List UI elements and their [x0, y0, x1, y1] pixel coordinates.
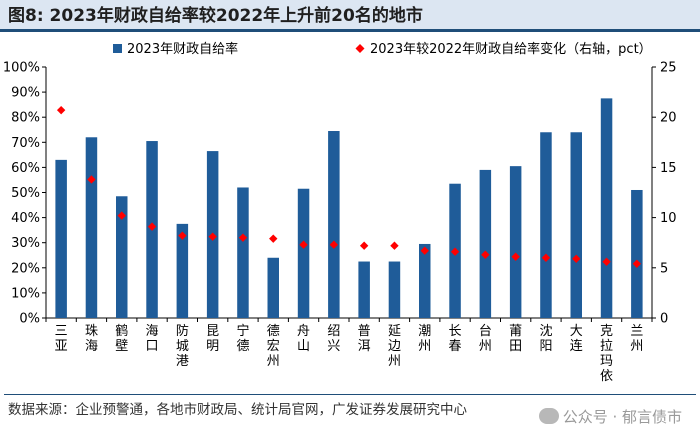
x-tick-label: 德宏州 [267, 324, 280, 369]
marker [269, 234, 278, 243]
x-tick-label: 兰州 [630, 324, 643, 354]
marker-series [56, 105, 642, 268]
marker [481, 250, 490, 259]
bar [85, 137, 98, 318]
x-tick-label: 长春 [449, 324, 462, 354]
footer-rule [4, 394, 696, 395]
left-tick-label: 20% [11, 261, 40, 276]
left-tick-label: 10% [11, 286, 40, 301]
marker [117, 211, 126, 220]
x-tick-label: 普洱 [358, 324, 371, 354]
left-tick-label: 70% [11, 136, 40, 151]
marker [572, 254, 581, 263]
right-tick-label: 5 [660, 261, 668, 276]
bar [176, 223, 189, 318]
left-tick-label: 30% [11, 236, 40, 251]
marker [420, 246, 429, 255]
x-tick-label: 珠海 [85, 324, 98, 354]
marker [329, 240, 339, 249]
x-tick-label: 三亚 [55, 324, 68, 354]
x-tick-label: 绍兴 [327, 324, 340, 354]
legend: 2023年财政自给率 2023年较2022年财政自给率变化（右轴，pct） [113, 41, 652, 57]
x-tick-label: 鹤壁 [115, 323, 128, 354]
x-tick-label: 海口 [146, 324, 159, 354]
right-tick-label: 20 [660, 111, 677, 126]
marker [632, 259, 642, 268]
x-tick-label: 台州 [479, 324, 492, 354]
marker [602, 257, 611, 266]
right-tick-label: 0 [660, 312, 668, 327]
bar [297, 188, 310, 318]
x-tick-label: 沈阳 [539, 324, 552, 354]
chart: 0% 10% 20% 30% 40% 50% 60% 70% 80% 90% 100% 0 5 10 15 2… [3, 41, 677, 384]
bar [509, 166, 522, 318]
x-tick-label: 舟山 [297, 324, 310, 354]
x-tick-label: 克拉玛依 [600, 324, 613, 384]
legend-bar-swatch [113, 44, 122, 53]
marker [511, 252, 520, 261]
bar [267, 257, 279, 318]
wechat-icon [538, 408, 559, 424]
left-tick-label: 80% [11, 111, 40, 126]
bar [540, 132, 552, 318]
marker [147, 222, 157, 231]
marker [87, 175, 96, 184]
bar [419, 243, 431, 318]
x-tick-label: 延边州 [388, 324, 401, 369]
bar [479, 169, 492, 318]
watermark: 公众号 · 郁言债市 [538, 406, 682, 427]
axes: 0% 10% 20% 30% 40% 50% 60% 70% 80% 90% 100% 0 5 10 15 2… [3, 61, 677, 327]
watermark-text: 公众号 · 郁言债市 [562, 408, 682, 426]
right-tick-label: 10 [660, 211, 677, 226]
x-tick-label: 潮州 [418, 324, 431, 354]
left-tick-label: 40% [11, 211, 40, 226]
bar-series [55, 98, 643, 318]
left-tick-label: 100% [3, 61, 40, 76]
marker [238, 233, 248, 242]
bar [600, 98, 613, 318]
bar [116, 196, 128, 318]
left-tick-label: 0% [19, 312, 40, 327]
marker [299, 240, 308, 249]
x-tick-label: 莆田 [509, 324, 522, 354]
left-tick-label: 60% [11, 161, 40, 176]
x-tick-label: 大连 [570, 324, 583, 354]
marker [359, 241, 369, 250]
chart-title: 图8: 2023年财政自给率较2022年上升前20名的地市 [0, 0, 700, 32]
bar [328, 131, 340, 318]
legend-bar-label: 2023年财政自给率 [127, 41, 238, 57]
marker [178, 231, 187, 240]
left-tick-label: 90% [11, 86, 40, 101]
x-tick-label: 宁德 [236, 323, 249, 354]
bar [237, 187, 249, 318]
marker [450, 247, 460, 256]
left-tick-label: 50% [11, 186, 40, 201]
bar [358, 261, 370, 318]
right-tick-label: 15 [660, 161, 677, 176]
marker [390, 241, 399, 250]
legend-marker-swatch [355, 44, 365, 53]
bar [388, 261, 401, 318]
bar [55, 159, 67, 318]
x-tick-label: 昆明 [206, 324, 219, 354]
marker [56, 105, 66, 115]
marker [208, 232, 217, 241]
legend-marker-label: 2023年较2022年财政自给率变化（右轴，pct） [370, 41, 652, 57]
x-tick-label: 防城港 [176, 323, 189, 369]
source-note: 数据来源：企业预警通，各地市财政局、统计局官网，广发证券发展研究中心 [8, 402, 467, 418]
marker [541, 253, 551, 262]
bar [570, 132, 582, 318]
bar [631, 189, 643, 318]
right-tick-label: 25 [660, 61, 677, 76]
